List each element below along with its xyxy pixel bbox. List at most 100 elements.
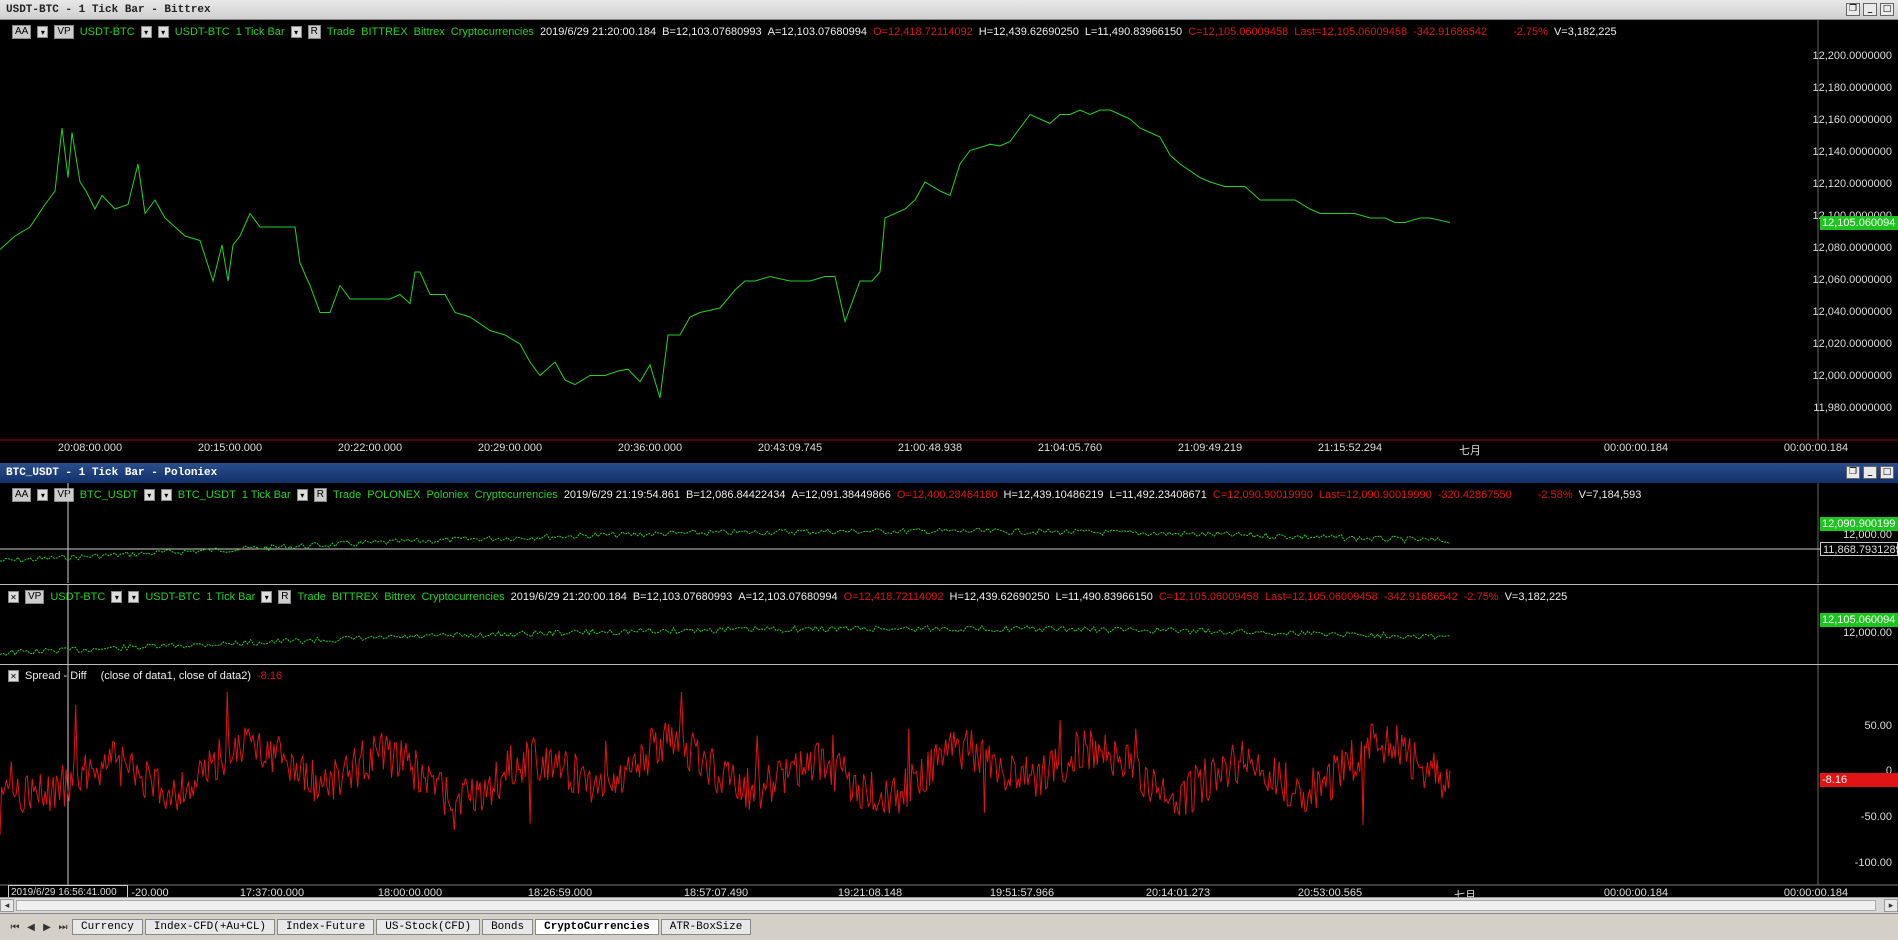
tab-atr-boxsize[interactable]: ATR-BoxSize (660, 919, 752, 935)
tab-cryptocurrencies[interactable]: CryptoCurrencies (535, 919, 659, 935)
restore-icon[interactable]: ❐ (1846, 3, 1860, 16)
exchange-label: BITTREX (331, 591, 379, 603)
scroll-left-icon[interactable]: ◂ (0, 899, 14, 912)
last-label: Last=12,105.06009458 (1264, 591, 1378, 603)
spread-params: (close of data1, close of data2) (100, 670, 251, 682)
next-tab-icon[interactable]: ▶ (43, 921, 51, 933)
low-label: L=11,490.83966150 (1055, 591, 1153, 603)
window1-titlebar[interactable]: USDT-BTC - 1 Tick Bar - Bittrex ❐ _ □ (0, 0, 1898, 20)
spread-ytick: 0 (1885, 765, 1892, 777)
category-label: Cryptocurrencies (474, 489, 558, 501)
time-xtick: 19:51:57.966 (989, 887, 1055, 897)
close-icon[interactable]: ✕ (8, 591, 19, 603)
minimize-icon[interactable]: _ (1863, 3, 1877, 16)
datetime-label: 2019/6/29 21:20:00.184 (539, 26, 657, 38)
bid-label: B=12,103.07680993 (632, 591, 733, 603)
chevron-down-icon[interactable]: ▾ (111, 591, 123, 603)
time-xtick: 七月 (1454, 890, 1476, 897)
spread-info-bar: ✕ Spread - Diff (close of data1, close o… (8, 670, 282, 682)
chevron-down-icon[interactable]: ▾ (160, 489, 172, 501)
tab-us-stock[interactable]: US-Stock(CFD) (376, 919, 481, 935)
chevron-down-icon[interactable]: ▾ (157, 26, 169, 38)
vp-button[interactable]: VP (54, 25, 74, 39)
tab-index-future[interactable]: Index-Future (277, 919, 375, 935)
low-label: L=11,490.83966150 (1084, 26, 1183, 38)
maximize-icon[interactable]: □ (1880, 3, 1894, 16)
time-xtick: 00:00:00.184 (1783, 442, 1849, 454)
time-xtick: 20:22:00.000 (337, 442, 403, 454)
data1-cursor-badge: 11,868.7931289 (1820, 542, 1898, 556)
chevron-down-icon[interactable]: ▾ (290, 26, 302, 38)
aa-button[interactable]: AA (12, 25, 32, 39)
category-label: Cryptocurrencies (450, 26, 534, 38)
spread-series-line (0, 691, 1451, 835)
first-tab-icon[interactable]: ⏮ (10, 921, 20, 933)
window2-titlebar[interactable]: BTC_USDT - 1 Tick Bar - Poloniex ❐ _ □ (0, 463, 1898, 483)
spread-badge: -8.16 (1820, 773, 1898, 787)
vp-button[interactable]: VP (25, 590, 45, 604)
minimize-icon[interactable]: _ (1863, 466, 1877, 479)
tab-index-cfd[interactable]: Index-CFD(+Au+CL) (144, 919, 276, 935)
last-label: Last=12,090.90019990 (1318, 489, 1432, 501)
vp-button[interactable]: VP (54, 488, 74, 502)
chevron-down-icon[interactable]: ▾ (140, 26, 152, 38)
trade-label: Trade (297, 591, 326, 603)
spread-pane[interactable]: ✕ Spread - Diff (close of data1, close o… (0, 664, 1898, 897)
exchange-name-label: Bittrex (384, 591, 416, 603)
last-label: Last=12,105.06009458 (1294, 26, 1408, 38)
restore-icon[interactable]: ❐ (1846, 466, 1860, 479)
change-label: -342.91686542 (1413, 26, 1488, 38)
trade-label: Trade (332, 489, 362, 501)
high-label: H=12,439.10486219 (1003, 489, 1104, 501)
spread-plot[interactable] (0, 665, 1898, 897)
time-xtick: 18:00:00.000 (377, 887, 443, 897)
scroll-right-icon[interactable]: ▸ (1884, 899, 1898, 912)
spread-indicator-name: Spread - Diff (25, 670, 87, 682)
r-button[interactable]: R (307, 25, 321, 39)
spread-value: -8.16 (257, 670, 283, 682)
maximize-icon[interactable]: □ (1880, 466, 1894, 479)
tab-bonds[interactable]: Bonds (482, 919, 534, 935)
time-xtick: 18:26:59.000 (527, 887, 593, 897)
r-button[interactable]: R (278, 590, 292, 604)
time-xtick: 七月 (1459, 445, 1481, 457)
data1-price-plot[interactable] (0, 483, 1898, 583)
cursor-date-badge: 2019/6/29 16:56:41.000 (8, 885, 128, 897)
tab-currency[interactable]: Currency (72, 919, 143, 935)
chevron-down-icon[interactable]: ▾ (296, 489, 308, 501)
open-label: O=12,418.72114092 (843, 591, 944, 603)
data2-pane[interactable]: ✕ VP USDT-BTC ▾ ▾ USDT-BTC 1 Tick Bar ▾ R T… (0, 584, 1898, 664)
time-xtick: 20:36:00.000 (617, 442, 683, 454)
horizontal-scrollbar[interactable]: ◂ ▸ (0, 897, 1898, 913)
chevron-down-icon[interactable]: ▾ (143, 489, 155, 501)
chevron-down-icon[interactable]: ▾ (37, 489, 49, 501)
exchange-label: POLONEX (367, 489, 421, 501)
change-label: -342.91686542 (1383, 591, 1458, 603)
close-icon[interactable]: ✕ (8, 670, 19, 682)
scroll-thumb[interactable] (16, 900, 1876, 911)
symbol-label: BTC_USDT (79, 489, 138, 501)
data2-price-plot[interactable] (0, 585, 1898, 664)
chevron-down-icon[interactable]: ▾ (261, 591, 273, 603)
interval-label: 1 Tick Bar (241, 489, 291, 501)
r-button[interactable]: R (313, 488, 327, 502)
spread-ytick: 50.00 (1864, 720, 1892, 732)
pct-change-label: -2.58% (1537, 489, 1573, 501)
aa-button[interactable]: AA (12, 488, 32, 502)
datetime-label: 2019/6/29 21:19:54.861 (563, 489, 681, 501)
close-label: C=12,090.90019990 (1212, 489, 1313, 501)
low-label: L=11,492.23408671 (1109, 489, 1207, 501)
window1-chart-pane[interactable]: AA ▾ VP USDT-BTC ▾ ▾ USDT-BTC 1 Tick Bar ▾ R… (0, 20, 1898, 457)
window2-title: BTC_USDT - 1 Tick Bar - Poloniex (6, 467, 218, 479)
prev-tab-icon[interactable]: ◀ (27, 921, 35, 933)
data1-pane[interactable]: AA ▾ VP BTC_USDT ▾ ▾ BTC_USDT 1 Tick Bar ▾ R… (0, 483, 1898, 583)
pct-change-label: -2.75% (1463, 591, 1499, 603)
last-price-badge: 12,105.060094 (1820, 216, 1898, 230)
time-xtick: 21:04:05.760 (1037, 442, 1103, 454)
chevron-down-icon[interactable]: ▾ (128, 591, 140, 603)
window1-price-plot[interactable] (0, 20, 1898, 457)
chevron-down-icon[interactable]: ▾ (37, 26, 49, 38)
ask-label: A=12,091.38449866 (791, 489, 891, 501)
price-ytick: 12,180.0000000 (1812, 82, 1892, 94)
last-tab-icon[interactable]: ⏭ (58, 921, 68, 933)
